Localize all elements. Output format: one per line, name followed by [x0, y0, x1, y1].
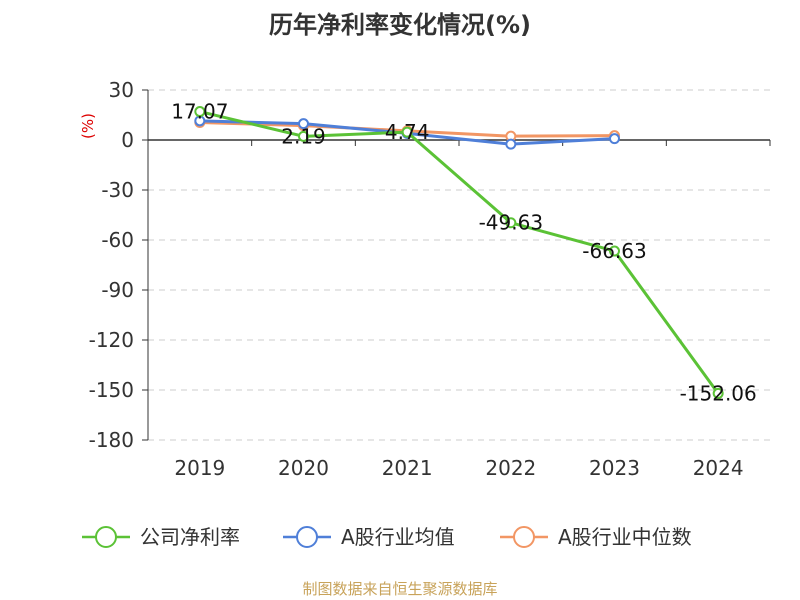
y-tick-label: -150	[89, 378, 134, 402]
data-label: 2.19	[281, 124, 326, 148]
legend-marker	[513, 526, 535, 548]
legend-label: A股行业中位数	[558, 525, 692, 549]
data-label: -49.63	[479, 211, 543, 235]
data-label: -66.63	[582, 239, 646, 263]
x-tick-label: 2020	[278, 456, 329, 480]
chart-title: 历年净利率变化情况(%)	[269, 11, 531, 39]
source-note: 制图数据来自恒生聚源数据库	[302, 580, 497, 598]
y-axis-ticks: 30 0 -30 -60 -90 -120 -150 -180	[89, 78, 134, 452]
axes	[142, 89, 771, 441]
x-axis-ticks: 2019 2020 2021 2022 2023 2024	[174, 456, 743, 480]
data-point	[712, 387, 724, 399]
data-point	[505, 138, 517, 150]
y-tick-label: -60	[101, 228, 134, 252]
x-tick-label: 2023	[589, 456, 640, 480]
y-tick-label: -180	[89, 428, 134, 452]
y-tick-label: 30	[109, 78, 134, 102]
legend-item[interactable]: A股行业中位数	[500, 525, 692, 549]
x-tick-label: 2019	[174, 456, 225, 480]
legend-marker	[296, 526, 318, 548]
data-label: 4.74	[385, 120, 430, 144]
data-labels: 17.07 2.19 4.74 -49.63 -66.63 -152.06	[171, 100, 757, 406]
x-tick-label: 2022	[485, 456, 536, 480]
data-label: -152.06	[680, 381, 757, 405]
data-point	[194, 106, 206, 118]
legend-item[interactable]: A股行业均值	[283, 525, 455, 549]
y-tick-label: -120	[89, 328, 134, 352]
data-point	[401, 126, 413, 138]
data-point	[609, 133, 620, 145]
x-tick-label: 2021	[382, 456, 433, 480]
legend-marker	[95, 526, 117, 548]
data-point	[298, 130, 309, 142]
y-tick-label: 0	[121, 128, 134, 152]
data-point	[298, 118, 309, 130]
legend[interactable]: 公司净利率 A股行业均值 A股行业中位数	[82, 525, 692, 549]
y-tick-label: -90	[101, 278, 134, 302]
data-label: 17.07	[171, 100, 228, 124]
grid-lines	[148, 89, 770, 441]
legend-label: A股行业均值	[341, 525, 455, 549]
y-tick-label: -30	[101, 178, 134, 202]
series-line-0	[199, 110, 720, 395]
x-tick-label: 2024	[693, 456, 744, 480]
legend-label: 公司净利率	[140, 525, 240, 549]
data-point	[505, 217, 517, 229]
y-axis-unit: (%)	[79, 113, 97, 139]
series-group	[194, 106, 724, 399]
legend-item[interactable]: 公司净利率	[82, 525, 240, 549]
data-point	[609, 245, 620, 257]
